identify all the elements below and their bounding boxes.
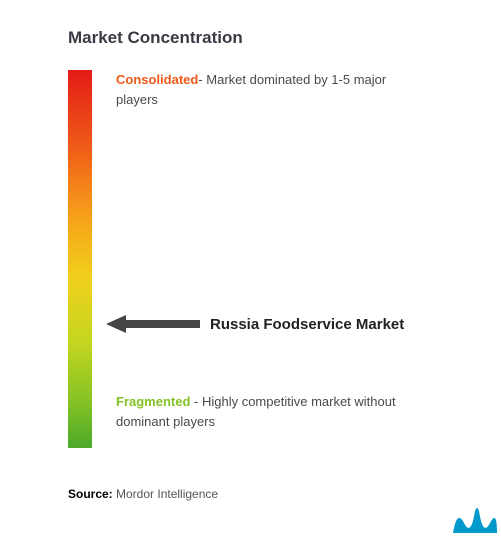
fragmented-dash: - xyxy=(190,394,202,409)
source-label: Source: xyxy=(68,487,116,501)
chart-area: Consolidated- Market dominated by 1-5 ma… xyxy=(68,70,468,460)
source-value: Mordor Intelligence xyxy=(116,487,218,501)
source-line: Source: Mordor Intelligence xyxy=(68,487,218,501)
consolidated-label: Consolidated- Market dominated by 1-5 ma… xyxy=(116,70,416,109)
arrow-head xyxy=(106,315,126,333)
fragmented-label: Fragmented - Highly competitive market w… xyxy=(116,392,416,431)
arrow-left-icon xyxy=(106,313,200,335)
market-pointer: Russia Foodservice Market xyxy=(106,313,404,335)
arrow-shaft xyxy=(126,320,200,328)
concentration-gradient-bar xyxy=(68,70,92,448)
chart-title: Market Concentration xyxy=(68,28,501,48)
consolidated-term: Consolidated xyxy=(116,72,198,87)
market-name: Russia Foodservice Market xyxy=(210,316,404,333)
fragmented-term: Fragmented xyxy=(116,394,190,409)
brand-logo-icon xyxy=(453,501,497,533)
